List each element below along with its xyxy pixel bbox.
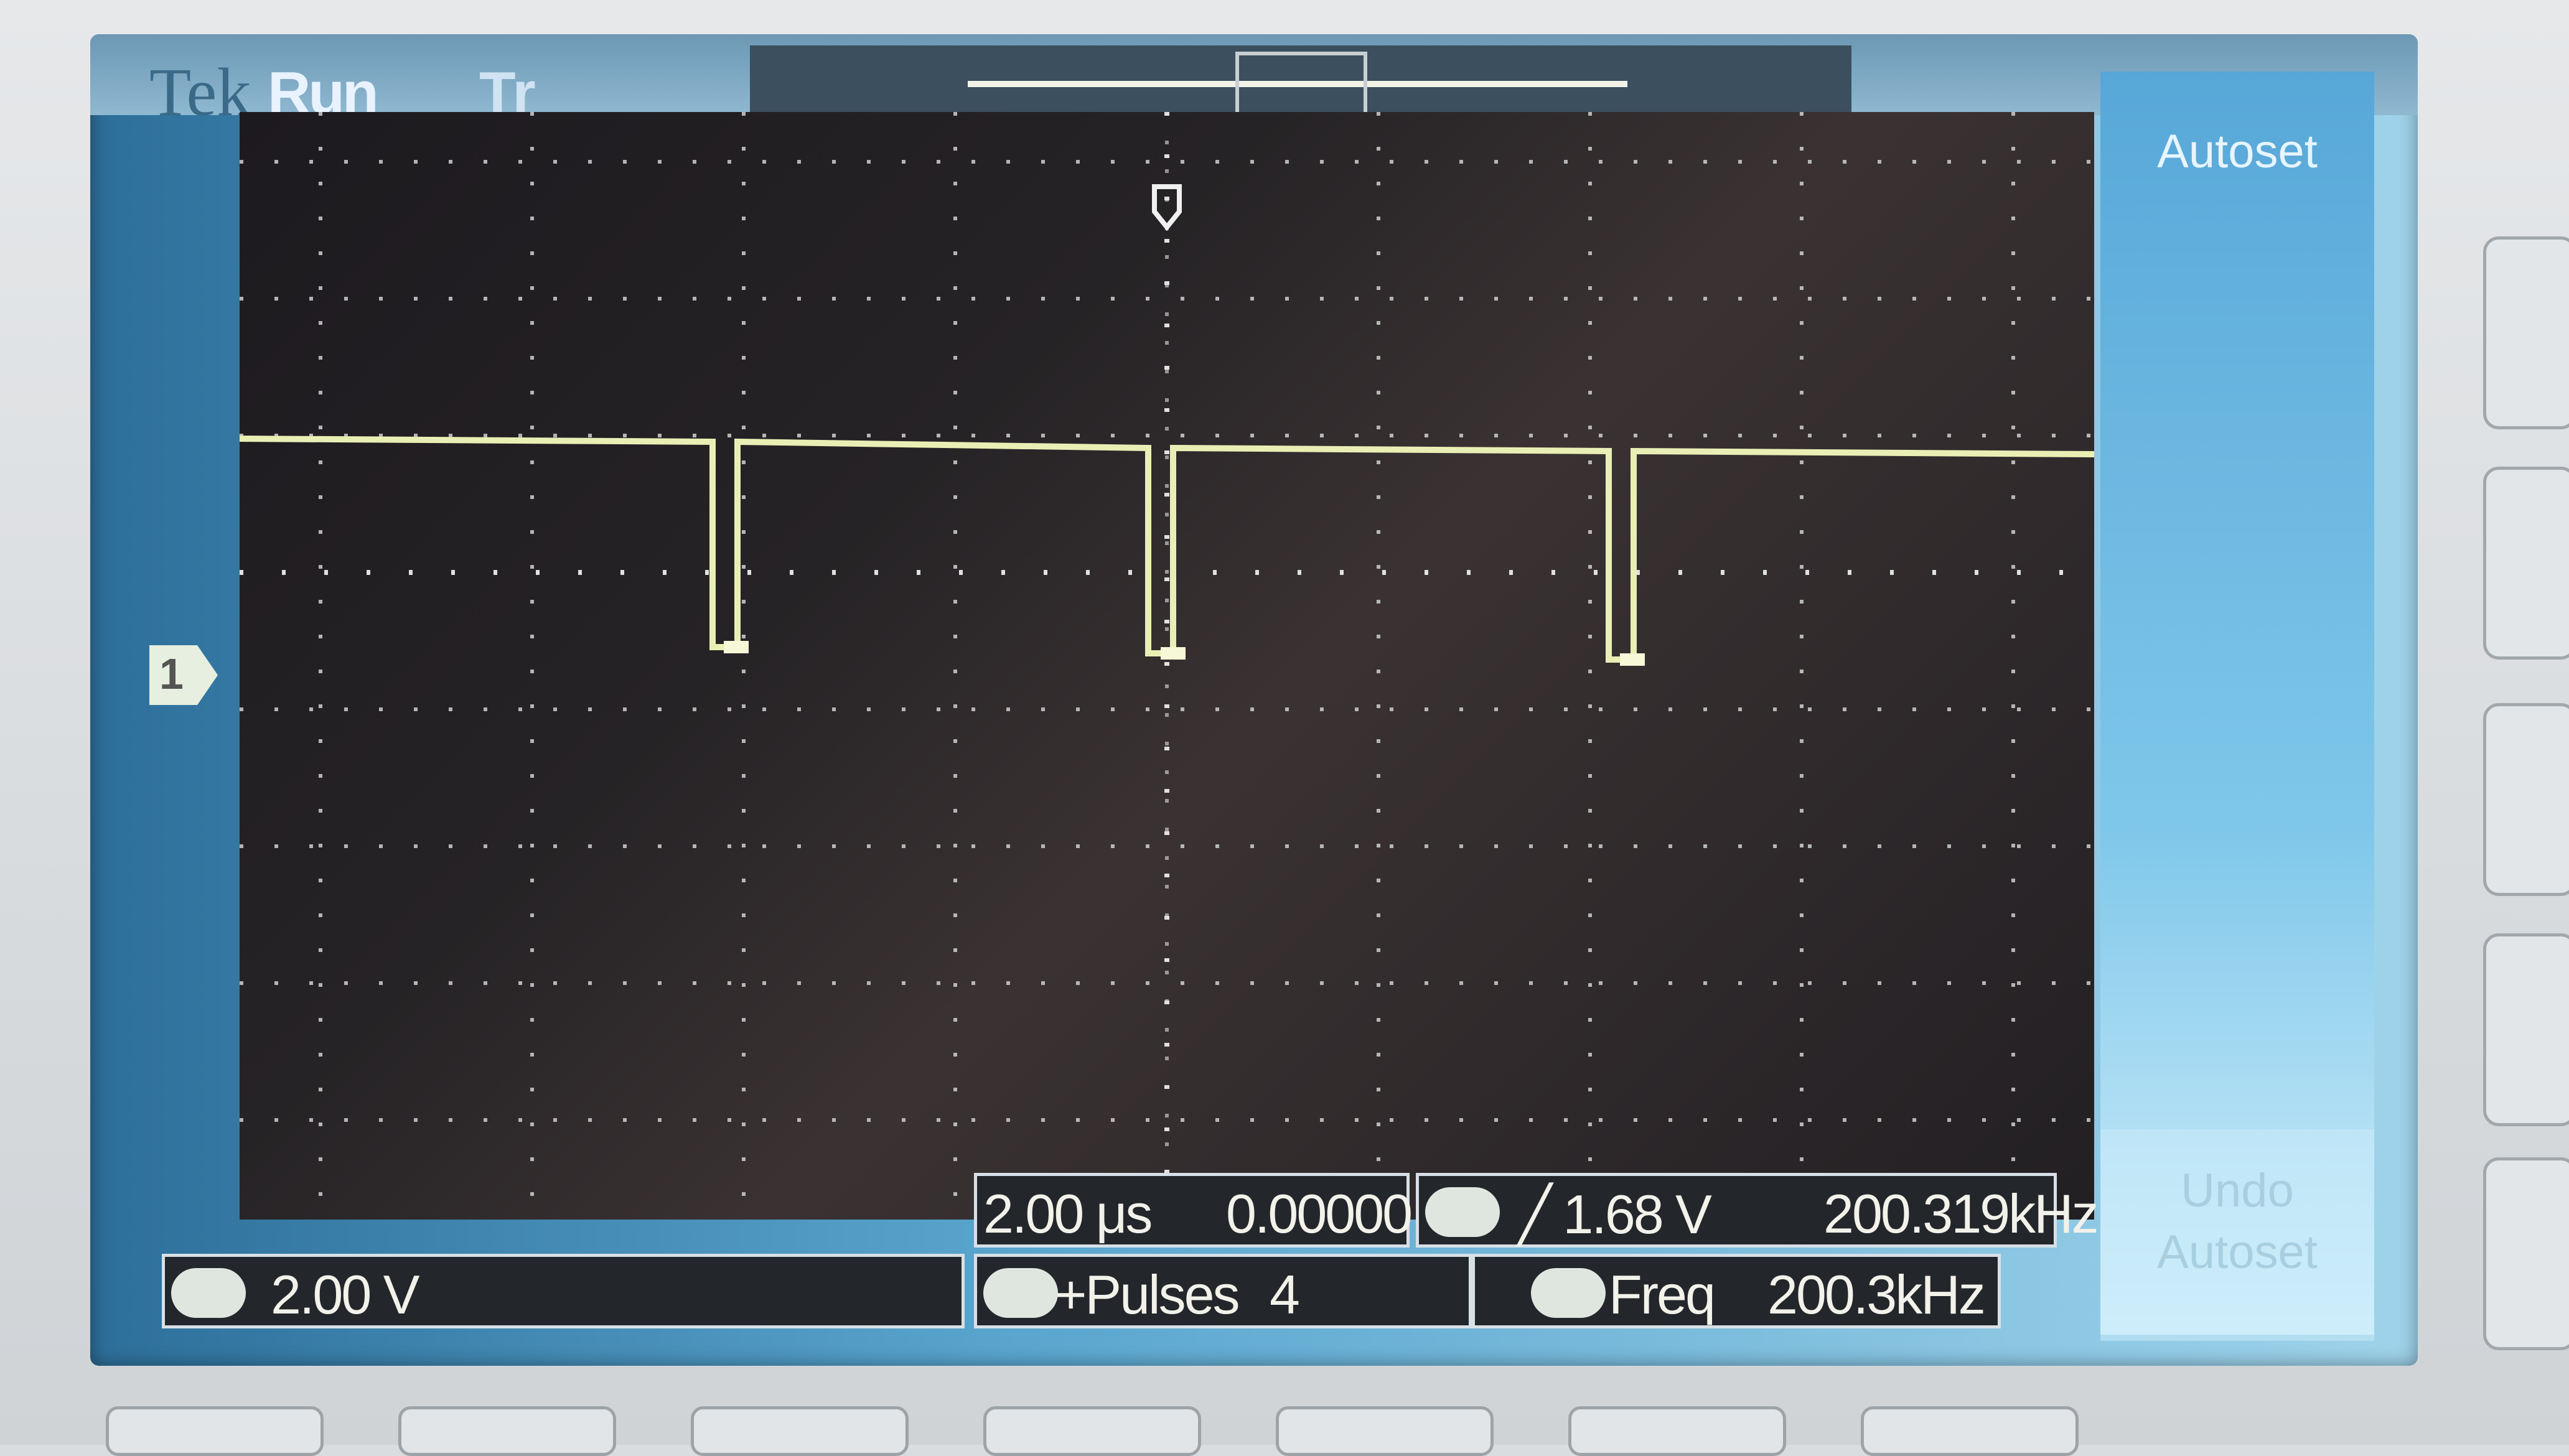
channel1-trace [240,436,2094,663]
side-menu-button-5[interactable] [2483,1157,2569,1350]
measurement-source-tag [1531,1268,1606,1318]
side-menu-button-2[interactable] [2483,467,2569,660]
brand-logo: Tek [149,54,251,130]
timebase-readout[interactable]: 2.00 μs 0.00000 s [974,1173,1452,1248]
measurement-freq[interactable]: Freq 200.3kHz [1472,1254,2001,1328]
bottom-button-7[interactable] [1861,1406,2079,1456]
side-menu [2100,72,2374,1335]
horizontal-position: 0.00000 s [1226,1183,1452,1244]
measurement-value: 200.3kHz [1767,1264,1986,1325]
side-menu-button-1[interactable] [2483,236,2569,429]
undo-autoset-menu-button[interactable]: Undo Autoset [2100,1129,2374,1341]
trigger-source-tag [1425,1187,1500,1237]
bottom-button-5[interactable] [1276,1406,1494,1456]
measurement-source-tag [983,1268,1058,1318]
channel1-tag [171,1268,246,1318]
channel1-ground-marker[interactable]: 1 [149,645,218,705]
trigger-frequency: 200.319kHz [1823,1183,2099,1244]
channel1-readout[interactable]: 2.00 V [162,1254,965,1328]
bottom-bezel-buttons [106,1406,2160,1456]
trigger-level: ╱ 1.68 V [1518,1183,1712,1245]
bottom-button-6[interactable] [1568,1406,1786,1456]
measurement-value: 4 [1270,1264,1300,1325]
side-menu-button-3[interactable] [2483,703,2569,896]
channel1-scale: 2.00 V [271,1264,419,1325]
channel-marker-label: 1 [159,650,184,698]
scope-screen: Tek Run Tr Autoset Undo Autoset [90,34,2418,1366]
autoset-menu-button[interactable]: Autoset [2157,125,2318,178]
horizontal-scale: 2.00 μs [983,1183,1153,1244]
record-view-bar [750,45,1851,114]
record-view-window [1235,52,1367,118]
bottom-button-1[interactable] [106,1406,324,1456]
bottom-button-2[interactable] [398,1406,616,1456]
trigger-readout[interactable]: ╱ 1.68 V 200.319kHz [1416,1173,2099,1248]
record-length-line [968,81,1627,87]
side-menu-button-4[interactable] [2483,933,2569,1126]
measurement-name: Freq [1609,1264,1716,1325]
trigger-position-icon [1152,184,1182,231]
measurement-name: +Pulses [1055,1264,1240,1325]
graticule-grid [240,112,2094,1220]
measurement-pulses[interactable]: +Pulses 4 [974,1254,1472,1328]
waveform-graticule [240,112,2094,1220]
bottom-button-4[interactable] [983,1406,1201,1456]
bottom-button-3[interactable] [691,1406,909,1456]
